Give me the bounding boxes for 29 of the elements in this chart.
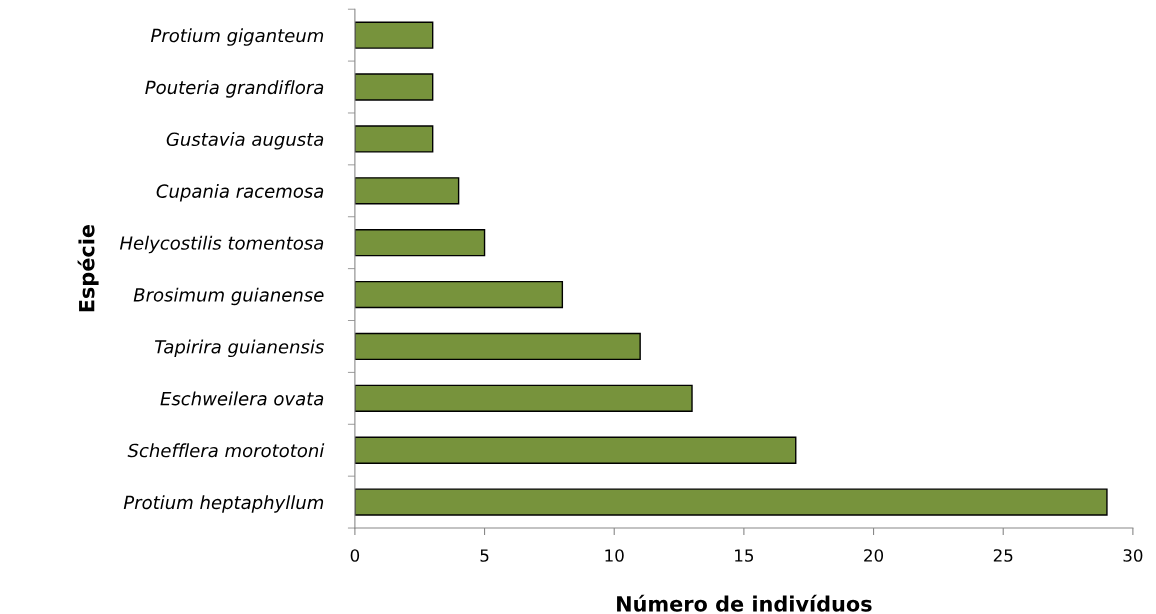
x-tick-label: 0 — [350, 549, 360, 562]
bar — [354, 177, 460, 205]
y-tick-label: Cupania racemosa — [156, 183, 324, 202]
x-tick-label: 5 — [480, 549, 489, 562]
bar — [354, 384, 693, 412]
x-axis-title: Número de indivíduos — [617, 594, 872, 612]
y-axis-title: Espécie — [77, 224, 99, 312]
y-tick-label: Tapirira guianensis — [154, 339, 324, 358]
bar — [354, 73, 434, 101]
y-tick-label: Pouteria grandiflora — [145, 80, 324, 98]
y-tick-label: Protium heptaphyllum — [123, 495, 324, 513]
y-tick-label: Brosimum guianense — [133, 287, 324, 306]
x-tick-label: 30 — [1123, 549, 1143, 562]
y-tick-label: Eschweilera ovata — [160, 391, 324, 406]
bar — [354, 332, 641, 361]
y-tick-label: Schefflera morototoni — [127, 443, 325, 458]
x-tick-label: 25 — [993, 549, 1013, 562]
y-tick-label: Protium giganteum — [150, 28, 324, 46]
y-tick-label: Gustavia augusta — [166, 132, 324, 150]
bar — [354, 229, 486, 257]
bar — [354, 488, 1108, 516]
bar — [354, 280, 564, 309]
y-tick-label: Helycostilis tomentosa — [119, 235, 324, 254]
bar — [354, 436, 797, 464]
x-tick-label: 20 — [864, 549, 884, 562]
x-tick-label: 10 — [605, 549, 624, 562]
bar — [354, 21, 434, 49]
x-tick-label: 15 — [735, 549, 754, 562]
bar — [354, 125, 434, 153]
